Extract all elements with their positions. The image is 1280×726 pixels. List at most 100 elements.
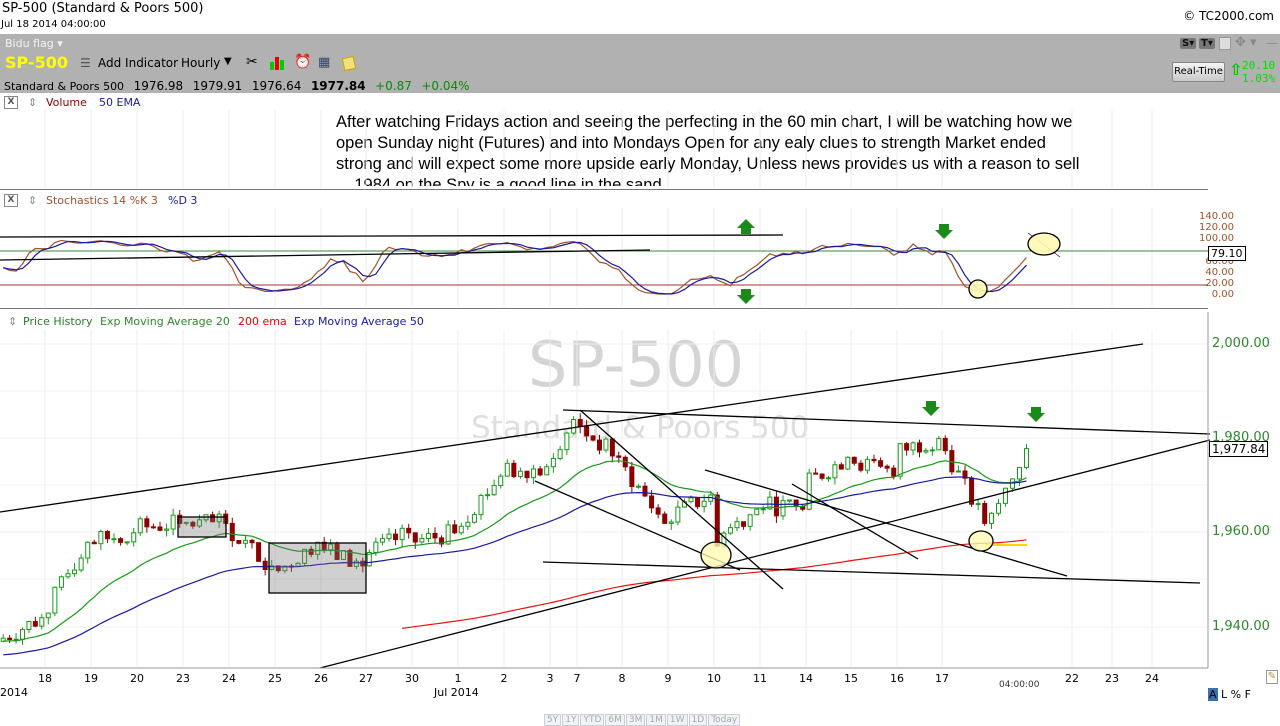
s-button[interactable]: S▾ [1180,38,1197,49]
save-icon[interactable] [1219,37,1231,50]
down-arrow-icon[interactable] [922,401,940,416]
date-tick-label: 10 [707,672,721,685]
layout-dropdown[interactable]: Bidu flag ▾ [5,37,63,50]
quote-low: 1976.64 [251,79,302,93]
candle-body [688,497,694,503]
minimize-icon[interactable]: — [1266,36,1278,50]
highlight-box[interactable] [268,542,367,594]
candle-body [884,465,890,469]
range-button-ytd[interactable]: YTD [580,714,605,726]
range-button-1w[interactable]: 1W [666,714,688,726]
stoch-d-line [3,240,1027,295]
candle-body [819,473,825,479]
candle-body [124,541,130,544]
pane-divider[interactable] [0,308,1208,309]
trendline[interactable] [579,409,784,590]
candle-body [32,621,38,627]
range-button-5y[interactable]: 5Y [544,714,562,726]
drag-handle-icon[interactable]: ⇕ [8,315,18,328]
down-arrow-icon[interactable] [1027,407,1045,422]
mode-percent[interactable]: % [1230,688,1242,701]
add-indicator-button[interactable]: Add Indicator [98,56,179,70]
candle-body [269,565,275,570]
draw-tool-icon[interactable]: ✎ [1266,670,1278,684]
highlight-ellipse[interactable] [700,541,732,569]
change-points: 20.10 [1242,59,1276,72]
realtime-button[interactable]: Real-Time [1172,62,1225,82]
range-button-1y[interactable]: 1Y [562,714,580,726]
quote-change: +0.87 [375,79,412,93]
pane-divider[interactable] [0,189,1208,190]
highlight-box[interactable] [177,516,227,538]
cursor-time-label: 04:00:00 [999,680,1040,690]
trendline[interactable] [542,561,1201,584]
toolbar [0,34,1280,93]
trendline[interactable] [791,483,919,560]
chevron-down-icon[interactable]: ▼ [224,56,232,67]
close-volume-button[interactable]: X [4,96,18,109]
candle-body [557,449,563,459]
candle-body [701,500,707,508]
trendline[interactable] [562,409,1211,435]
trendline[interactable] [319,439,1211,669]
candle-body [904,443,910,451]
highlight-ellipse[interactable] [968,279,988,299]
candle-body [78,557,84,571]
candle-body [544,466,550,476]
candle-body [1024,448,1029,469]
t-button[interactable]: T▾ [1199,38,1215,49]
candle-body [65,573,71,578]
mode-l[interactable]: L [1221,688,1228,701]
trendline[interactable] [0,234,784,238]
highlight-ellipse[interactable] [1027,232,1061,256]
calendar-add-icon[interactable]: ▦ [318,55,331,70]
candle-body [511,462,517,477]
quote-bar: Standard & Poors 500 1976.98 1979.91 197… [4,79,476,93]
stoch-tick-label: 60.00 [1205,256,1234,267]
candle-body [91,541,97,545]
candle-body [137,518,143,534]
candle-body [955,470,961,473]
candle-body [531,468,537,479]
candle-body [439,537,445,545]
down-arrow-icon[interactable] [935,224,953,239]
tools-icon[interactable]: ✂ [246,54,258,70]
trendline[interactable] [704,469,1068,577]
move-icon[interactable]: ✥ ▾ [1235,35,1257,50]
mode-f[interactable]: F [1244,688,1251,701]
range-button-today[interactable]: Today [708,714,741,726]
up-arrow-icon[interactable] [737,219,755,234]
candle-body [649,495,655,509]
candle-body [760,508,766,511]
highlight-ellipse[interactable] [968,530,994,552]
chart-note[interactable]: After watching Fridays action and seeing… [336,113,1080,186]
timeframe-dropdown[interactable]: Hourly [181,56,221,70]
candle-body [419,538,425,543]
trendline[interactable] [0,343,1144,513]
candle-body [917,442,922,453]
change-percent: 1.03% [1242,72,1276,85]
stochastics-current-value: 79.10 [1208,246,1246,261]
down-arrow-icon[interactable] [737,289,755,304]
candle-body [616,455,622,458]
range-button-6m[interactable]: 6M [605,714,625,726]
range-buttons: 5Y 1Y YTD 6M 3M 1M 1W 1D Today [544,707,741,726]
candle-body [975,503,981,506]
candle-body [629,466,635,487]
symbol-field[interactable]: SP-500 [5,53,69,72]
trendline[interactable] [0,249,651,261]
mode-a[interactable]: A [1208,688,1218,701]
chart-style-icon[interactable] [270,57,284,70]
range-button-3m[interactable]: 3M [625,714,646,726]
range-button-1m[interactable]: 1M [646,714,666,726]
candle-body [334,543,340,560]
alarm-icon[interactable]: ⏰ [294,54,312,70]
drag-handle-icon[interactable]: ⇕ [28,96,38,109]
candle-body [20,629,25,640]
drag-handle-icon[interactable]: ⇕ [28,194,38,207]
candle-body [373,541,379,553]
close-stochastics-button[interactable]: X [4,194,18,207]
indicator-list-icon[interactable]: ☰ [80,56,91,70]
range-button-1d[interactable]: 1D [688,714,708,726]
